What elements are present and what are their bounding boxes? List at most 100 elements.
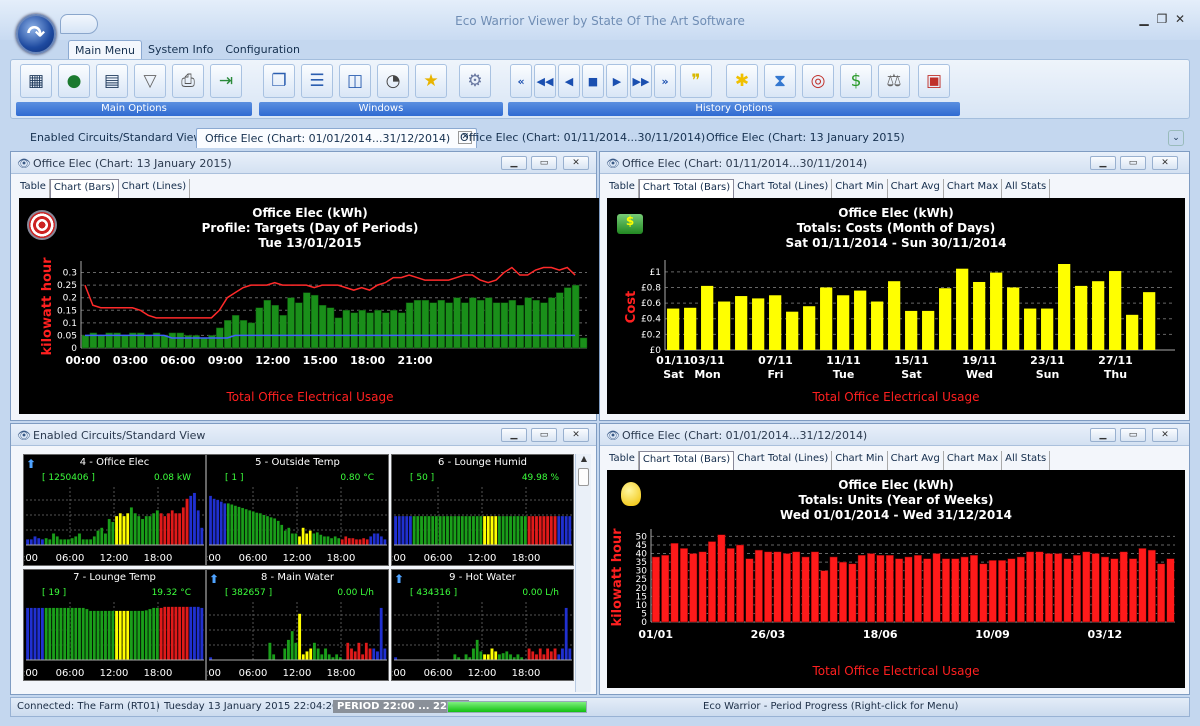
pane-close-button[interactable]: ✕ <box>1152 156 1178 170</box>
step-forward-icon[interactable]: ▶ <box>606 64 628 98</box>
circuits-scrollbar[interactable]: ▲ <box>575 454 591 692</box>
forward-fast-icon[interactable]: » <box>654 64 676 98</box>
doc-tab-office-elec-month[interactable]: Office Elec (Chart: 01/11/2014...30/11/2… <box>460 131 706 144</box>
y-tick-label: 0.25 <box>57 281 77 291</box>
notepad-icon[interactable]: ▤ <box>96 64 128 98</box>
pane-close-button[interactable]: ✕ <box>1152 428 1178 442</box>
exit-icon[interactable]: ⇥ <box>210 64 242 98</box>
money-icon[interactable]: $ <box>840 64 872 98</box>
globe-icon[interactable]: ● <box>58 64 90 98</box>
tab-chart-bars[interactable]: Chart (Bars) <box>49 179 119 198</box>
data-bar <box>77 607 82 661</box>
stop-icon[interactable]: ■ <box>582 64 604 98</box>
period-progress-bar[interactable] <box>447 701 587 713</box>
rewind-icon[interactable]: ◀◀ <box>534 64 556 98</box>
forward-icon[interactable]: ▶▶ <box>630 64 652 98</box>
pane-close-button[interactable]: ✕ <box>563 428 589 442</box>
tab-chart-total-bars[interactable]: Chart Total (Bars) <box>638 451 735 470</box>
data-bar <box>1044 553 1053 623</box>
hourglass-icon[interactable]: ⧗ <box>764 64 796 98</box>
tab-table[interactable]: Table <box>606 451 639 470</box>
doc-tab-enabled-circuits[interactable]: Enabled Circuits/Standard View <box>30 131 203 144</box>
data-bar <box>181 606 186 661</box>
tab-system-info[interactable]: System Info <box>147 43 214 56</box>
tab-chart-min[interactable]: Chart Min <box>832 451 888 470</box>
circuit-tile[interactable]: ⬆ 9 - Hot Water [ 434316 ] 0.00 L/h:00 06:00… <box>391 569 574 681</box>
cascade-windows-icon[interactable]: ❐ <box>263 64 295 98</box>
tab-configuration[interactable]: Configuration <box>225 43 300 56</box>
maximize-button[interactable]: ❐ <box>1156 12 1168 26</box>
x-tick-label: :00 <box>24 668 38 679</box>
settings-gear-icon[interactable]: ⚙ <box>459 64 491 98</box>
tab-chart-lines[interactable]: Chart (Lines) <box>119 179 191 198</box>
pane-restore-button[interactable]: ▭ <box>1120 156 1146 170</box>
pane-minimize-button[interactable]: ▁ <box>501 156 527 170</box>
calendar-icon[interactable]: ▣ <box>918 64 950 98</box>
lightbulb-icon[interactable]: ✱ <box>726 64 758 98</box>
tab-chart-total-lines[interactable]: Chart Total (Lines) <box>734 451 833 470</box>
tab-all-stats[interactable]: All Stats <box>1002 179 1051 198</box>
circuit-tile[interactable]: 5 - Outside Temp [ 1 ] 0.80 °C:00 06:00 12:0… <box>206 454 389 566</box>
stopwatch-icon[interactable]: ◔ <box>377 64 409 98</box>
tile-vertical-icon[interactable]: ◫ <box>339 64 371 98</box>
close-tab-icon[interactable]: ✕ <box>458 131 473 144</box>
tab-chart-max[interactable]: Chart Max <box>944 179 1003 198</box>
circuit-counter: [ 50 ] <box>410 473 435 483</box>
pane-title: Office Elec (Chart: 01/11/2014...30/11/2… <box>622 157 868 170</box>
tab-chart-min[interactable]: Chart Min <box>832 179 888 198</box>
tab-chart-avg[interactable]: Chart Avg <box>888 179 944 198</box>
doc-tab-office-elec-year[interactable]: Office Elec (Chart: 01/01/2014...31/12/2… <box>196 128 478 148</box>
circuit-name: 9 - Hot Water <box>449 572 516 583</box>
circuit-tile[interactable]: ⬆ 8 - Main Water [ 382657 ] 0.00 L/h:00 06:0… <box>206 569 389 681</box>
x-tick-label: 18:00 <box>512 668 541 679</box>
footsteps-icon[interactable]: ❞ <box>680 64 712 98</box>
chart-title: Office Elec (kWh) <box>838 478 954 492</box>
tab-table[interactable]: Table <box>606 179 639 198</box>
data-bar <box>556 292 564 349</box>
doc-tab-office-elec-day[interactable]: Office Elec (Chart: 13 January 2015) <box>706 131 905 144</box>
pane-minimize-button[interactable]: ▁ <box>501 428 527 442</box>
grid-icon[interactable]: ▦ <box>20 64 52 98</box>
circuit-tile[interactable]: ⬆ 4 - Office Elec [ 1250406 ] 0.08 kW:00 06:… <box>23 454 206 566</box>
quick-access-toolbar[interactable] <box>60 14 98 34</box>
minimize-button[interactable]: ▁ <box>1139 12 1149 26</box>
data-bar <box>493 651 498 661</box>
step-back-icon[interactable]: ◀ <box>558 64 580 98</box>
data-bar <box>337 537 341 546</box>
favourites-star-icon[interactable]: ★ <box>415 64 447 98</box>
data-bar <box>48 539 52 546</box>
data-bar <box>792 551 801 623</box>
tab-chart-total-lines[interactable]: Chart Total (Lines) <box>734 179 833 198</box>
data-bar <box>159 607 163 661</box>
tab-table[interactable]: Table <box>17 179 50 198</box>
tab-list-chevron-down-icon[interactable]: ⌄ <box>1168 130 1184 146</box>
tab-main-menu[interactable]: Main Menu <box>68 40 142 60</box>
scales-icon[interactable]: ⚖ <box>878 64 910 98</box>
close-button[interactable]: ✕ <box>1174 12 1186 26</box>
tab-chart-total-bars[interactable]: Chart Total (Bars) <box>638 179 735 198</box>
circuit-tile[interactable]: 6 - Lounge Humid[ 50 ] 49.98 %:00 06:00 12:… <box>391 454 574 566</box>
rewind-fast-icon[interactable]: « <box>510 64 532 98</box>
data-bar <box>839 561 848 623</box>
tab-chart-avg[interactable]: Chart Avg <box>888 451 944 470</box>
printer-icon[interactable]: ⎙ <box>172 64 204 98</box>
target-icon[interactable]: ◎ <box>802 64 834 98</box>
tab-chart-max[interactable]: Chart Max <box>944 451 1003 470</box>
pane-minimize-button[interactable]: ▁ <box>1090 428 1116 442</box>
pane-minimize-button[interactable]: ▁ <box>1090 156 1116 170</box>
pane-close-button[interactable]: ✕ <box>563 156 589 170</box>
data-bar <box>534 654 539 661</box>
tile-horizontal-icon[interactable]: ☰ <box>301 64 333 98</box>
pane-restore-button[interactable]: ▭ <box>1120 428 1146 442</box>
data-bar <box>538 515 542 546</box>
scroll-thumb[interactable] <box>578 468 589 486</box>
filter-icon[interactable]: ▽ <box>134 64 166 98</box>
application-menu-orb-icon[interactable]: ↷ <box>16 14 56 54</box>
scroll-up-icon[interactable]: ▲ <box>580 454 588 463</box>
pane-restore-button[interactable]: ▭ <box>531 428 557 442</box>
circuit-tile[interactable]: 7 - Lounge Temp [ 19 ] 19.32 °C:00 06:00 12:… <box>23 569 206 681</box>
ribbon-group-windows: ❐ ☰ ◫ ◔ ★ ⚙ Windows <box>259 62 503 117</box>
data-bar <box>103 610 108 661</box>
tab-all-stats[interactable]: All Stats <box>1002 451 1051 470</box>
pane-restore-button[interactable]: ▭ <box>531 156 557 170</box>
